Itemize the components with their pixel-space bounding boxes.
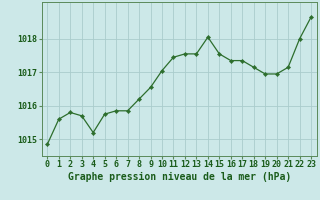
X-axis label: Graphe pression niveau de la mer (hPa): Graphe pression niveau de la mer (hPa) [68,172,291,182]
